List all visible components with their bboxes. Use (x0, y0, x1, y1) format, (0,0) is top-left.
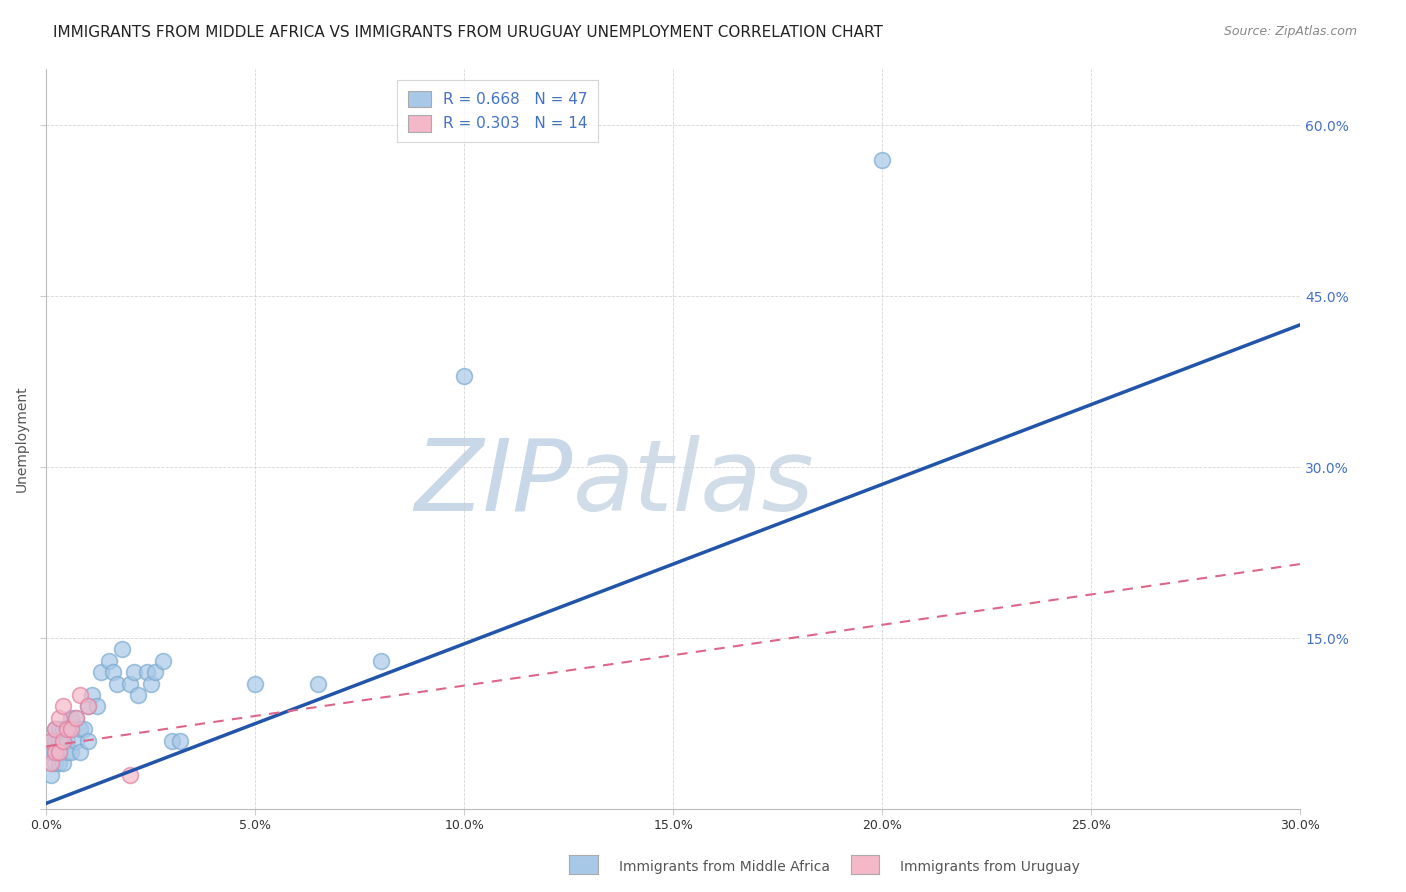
Point (52, 699, 75, 714)
Point (82, 688, 104, 702)
Point (122, 665, 145, 680)
Point (48, 745, 70, 759)
Point (56, 733, 79, 747)
Point (44, 756, 66, 771)
Point (56, 745, 79, 759)
Point (77, 699, 100, 714)
Text: Immigrants from Middle Africa: Immigrants from Middle Africa (619, 860, 830, 874)
Point (870, 153, 893, 167)
Point (143, 665, 166, 680)
Text: ZIP: ZIP (415, 434, 572, 532)
Y-axis label: Unemployment: Unemployment (15, 385, 30, 492)
Point (44, 745, 66, 759)
Point (44, 745, 66, 759)
Point (65, 711, 87, 725)
Point (245, 676, 267, 690)
Point (107, 676, 129, 690)
Point (39, 768, 62, 782)
Point (98, 654, 121, 668)
Point (160, 733, 183, 747)
Point (44, 723, 66, 737)
Point (86, 699, 108, 714)
Point (90, 665, 112, 680)
Point (65, 711, 87, 725)
Point (69, 745, 91, 759)
Point (370, 654, 392, 668)
Point (110, 642, 132, 657)
Point (44, 733, 66, 747)
Point (48, 733, 70, 747)
Text: IMMIGRANTS FROM MIDDLE AFRICA VS IMMIGRANTS FROM URUGUAY UNEMPLOYMENT CORRELATIO: IMMIGRANTS FROM MIDDLE AFRICA VS IMMIGRA… (53, 25, 883, 40)
Point (73, 723, 96, 737)
Point (52, 723, 75, 737)
Point (39, 733, 62, 747)
Point (56, 723, 79, 737)
Point (48, 711, 70, 725)
Point (60, 745, 83, 759)
Text: Immigrants from Uruguay: Immigrants from Uruguay (900, 860, 1080, 874)
Point (39, 756, 62, 771)
Point (103, 665, 125, 680)
Point (139, 676, 162, 690)
Point (127, 688, 149, 702)
Point (453, 369, 475, 384)
Point (69, 688, 91, 702)
Point (169, 733, 191, 747)
Point (52, 756, 75, 771)
Point (152, 654, 174, 668)
Point (60, 723, 83, 737)
Point (118, 676, 141, 690)
Point (77, 699, 100, 714)
Point (77, 733, 100, 747)
Point (48, 756, 70, 771)
Legend: R = 0.668   N = 47, R = 0.303   N = 14: R = 0.668 N = 47, R = 0.303 N = 14 (396, 80, 598, 142)
Point (65, 733, 87, 747)
Point (44, 723, 66, 737)
Point (135, 665, 157, 680)
Point (39, 733, 62, 747)
Point (69, 723, 91, 737)
Point (307, 676, 329, 690)
Point (39, 745, 62, 759)
Text: Source: ZipAtlas.com: Source: ZipAtlas.com (1223, 25, 1357, 38)
Point (52, 733, 75, 747)
Point (118, 768, 141, 782)
Point (56, 723, 79, 737)
Point (52, 733, 75, 747)
Point (60, 711, 83, 725)
Text: atlas: atlas (572, 434, 814, 532)
Point (48, 723, 70, 737)
Point (48, 745, 70, 759)
